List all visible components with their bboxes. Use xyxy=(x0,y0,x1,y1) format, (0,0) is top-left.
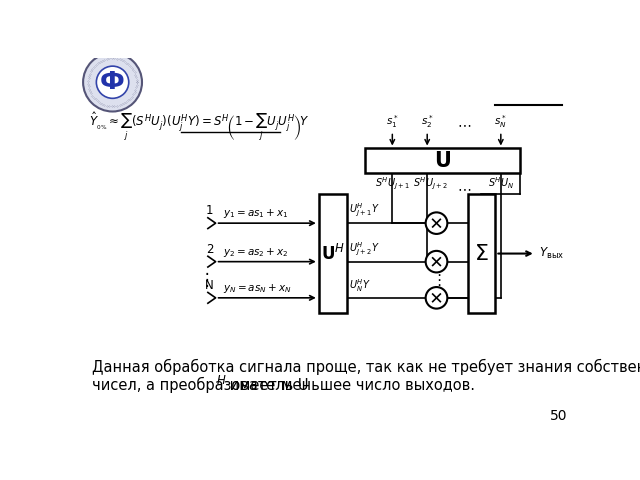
Bar xyxy=(319,194,347,313)
Text: $S^HU_{J+1}$: $S^HU_{J+1}$ xyxy=(374,175,410,192)
Text: $S^HU_N$: $S^HU_N$ xyxy=(488,175,514,191)
Text: чисел, а преобразователь U: чисел, а преобразователь U xyxy=(92,377,308,393)
Text: $s_1^*$: $s_1^*$ xyxy=(386,113,399,130)
Circle shape xyxy=(97,66,129,98)
Text: $\hat{Y}_{_{0\%}}\approx\sum_{j}(S^{H}U_{j})(U_{j}^{H}Y)=S^{H}\!\left(1-\sum_{j}: $\hat{Y}_{_{0\%}}\approx\sum_{j}(S^{H}U_… xyxy=(90,111,310,143)
Text: $y_N=as_N+x_N$: $y_N=as_N+x_N$ xyxy=(223,282,292,295)
Text: $\cdots$: $\cdots$ xyxy=(457,181,471,195)
Text: N: N xyxy=(205,279,214,292)
Text: $\cdots$: $\cdots$ xyxy=(457,118,471,132)
Text: Ф: Ф xyxy=(100,70,125,94)
Circle shape xyxy=(426,251,447,273)
Text: 50: 50 xyxy=(550,409,568,423)
Text: $S^HU_{J+2}$: $S^HU_{J+2}$ xyxy=(413,175,449,192)
Bar xyxy=(467,194,495,313)
Circle shape xyxy=(83,53,142,111)
Text: имеет меньшее число выходов.: имеет меньшее число выходов. xyxy=(225,377,475,392)
Text: $\vdots$: $\vdots$ xyxy=(431,272,442,288)
Text: $y_2=as_2+x_2$: $y_2=as_2+x_2$ xyxy=(223,246,289,259)
Text: $Y_{\rm вых}$: $Y_{\rm вых}$ xyxy=(539,246,564,261)
Text: $\Sigma$: $\Sigma$ xyxy=(474,243,489,264)
Text: $U_N^HY$: $U_N^HY$ xyxy=(349,277,371,294)
Text: U: U xyxy=(435,151,451,171)
Text: Данная обработка сигнала проще, так как не требует знания собственных: Данная обработка сигнала проще, так как … xyxy=(92,359,640,375)
Circle shape xyxy=(426,287,447,309)
Text: $s_N^*$: $s_N^*$ xyxy=(495,113,507,130)
Text: $\vdots$: $\vdots$ xyxy=(198,270,209,289)
Text: $H$: $H$ xyxy=(216,374,227,387)
Text: 2: 2 xyxy=(205,243,213,256)
Text: 1: 1 xyxy=(205,204,213,217)
Text: $U_{J+1}^HY$: $U_{J+1}^HY$ xyxy=(349,202,380,219)
Circle shape xyxy=(426,212,447,234)
Text: $\mathbf{U}^H$: $\mathbf{U}^H$ xyxy=(321,243,345,264)
Text: $U_{J+2}^HY$: $U_{J+2}^HY$ xyxy=(349,240,380,258)
Text: $y_1=as_1+x_1$: $y_1=as_1+x_1$ xyxy=(223,207,289,220)
Text: $s_2^*$: $s_2^*$ xyxy=(421,113,433,130)
Bar xyxy=(365,148,520,173)
